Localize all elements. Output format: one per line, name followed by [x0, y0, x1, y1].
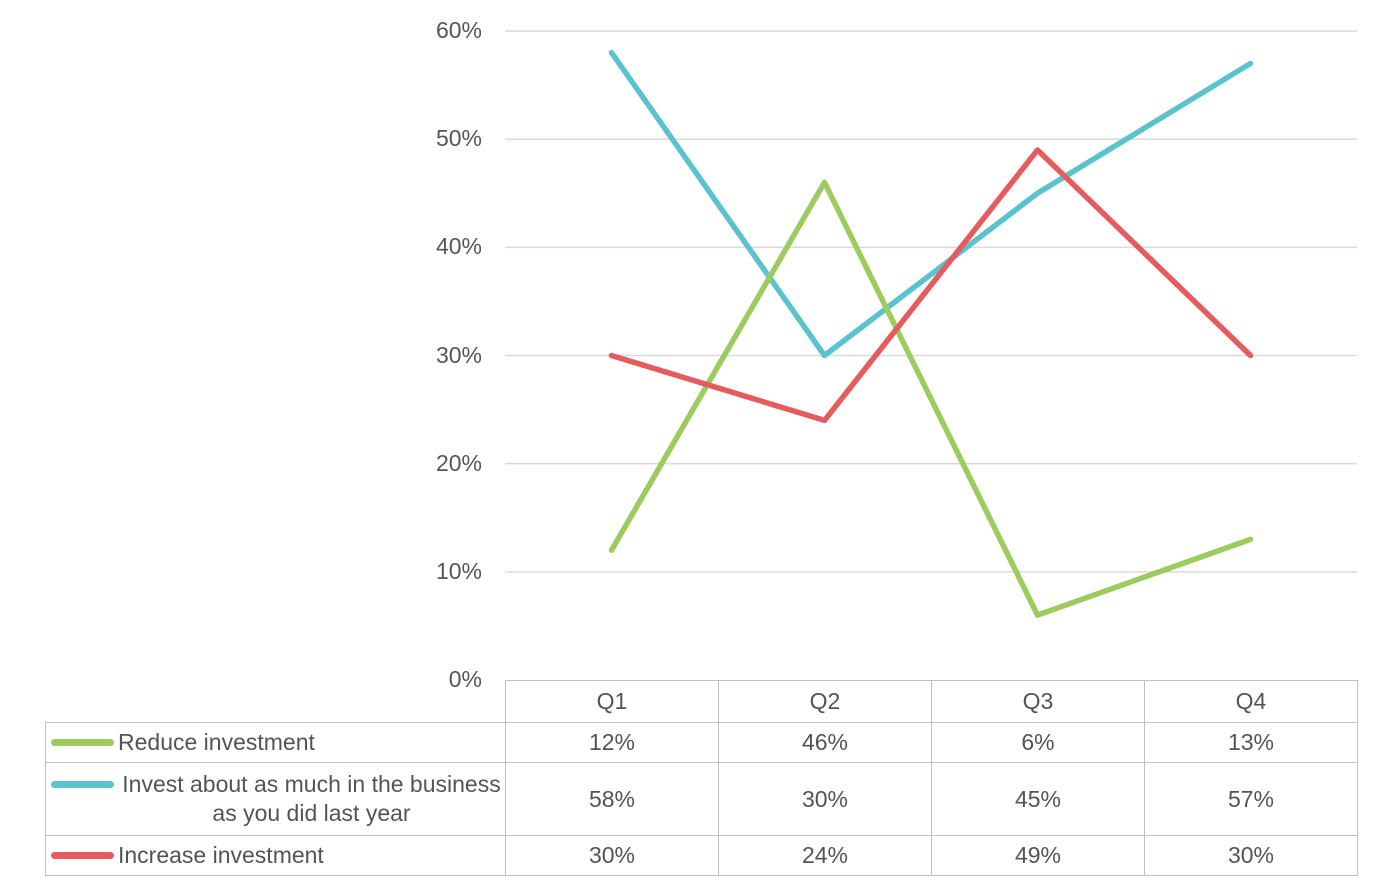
y-axis-tick-label: 50% [435, 125, 482, 152]
y-axis-tick-label: 10% [435, 557, 482, 584]
series-row: Reduce investment 12% 46% 6% 13% [45, 722, 1358, 763]
value-cell: 30% [505, 835, 719, 876]
legend-line-marker-icon [51, 739, 114, 746]
value-cell: 46% [718, 722, 932, 763]
series-name-label: Increase investment [118, 842, 324, 868]
value-cell: 24% [718, 835, 932, 876]
series-row: Increase investment 30% 24% 49% 30% [45, 835, 1358, 876]
legend-line-marker-icon [51, 852, 114, 859]
legend-cell: Reduce investment [45, 722, 506, 763]
category-header-cell: Q2 [718, 680, 932, 723]
series-lines [608, 49, 1254, 618]
series-line-invest-about [608, 49, 1254, 359]
value-cell: 30% [718, 762, 932, 836]
series-row: Invest about as much in the business as y… [45, 762, 1358, 836]
value-cell: 45% [931, 762, 1145, 836]
value-cell: 58% [505, 762, 719, 836]
value-cell: 30% [1144, 835, 1358, 876]
series-name-label: Reduce investment [118, 729, 315, 755]
data-table-corner-cell [45, 680, 506, 723]
legend-line-marker-icon [51, 781, 114, 788]
value-cell: 57% [1144, 762, 1358, 836]
gridlines [505, 30, 1357, 573]
data-table-header: Q1 Q2 Q3 Q4 [45, 680, 1358, 723]
y-axis-tick-label: 60% [435, 16, 482, 43]
series-line-reduce-investment [608, 179, 1254, 618]
category-header-cell: Q3 [931, 680, 1145, 723]
value-cell: 49% [931, 835, 1145, 876]
legend-cell: Invest about as much in the business as y… [45, 762, 506, 836]
value-cell: 6% [931, 722, 1145, 763]
data-table: Q1 Q2 Q3 Q4 Reduce investment 12% 46% 6% 13% Inv… [45, 680, 1358, 876]
value-cell: 12% [505, 722, 719, 763]
series-name-label: Invest about as much in the business as y… [122, 771, 501, 826]
value-cell: 13% [1144, 722, 1358, 763]
category-header-cell: Q4 [1144, 680, 1358, 723]
series-line-increase-investment [608, 147, 1254, 424]
y-axis-tick-label: 30% [435, 341, 482, 368]
legend-cell: Increase investment [45, 835, 506, 876]
y-axis-tick-label: 20% [435, 449, 482, 476]
y-axis-tick-label: 40% [435, 233, 482, 260]
category-header-cell: Q1 [505, 680, 719, 723]
category-header-row: Q1 Q2 Q3 Q4 [45, 680, 1358, 723]
